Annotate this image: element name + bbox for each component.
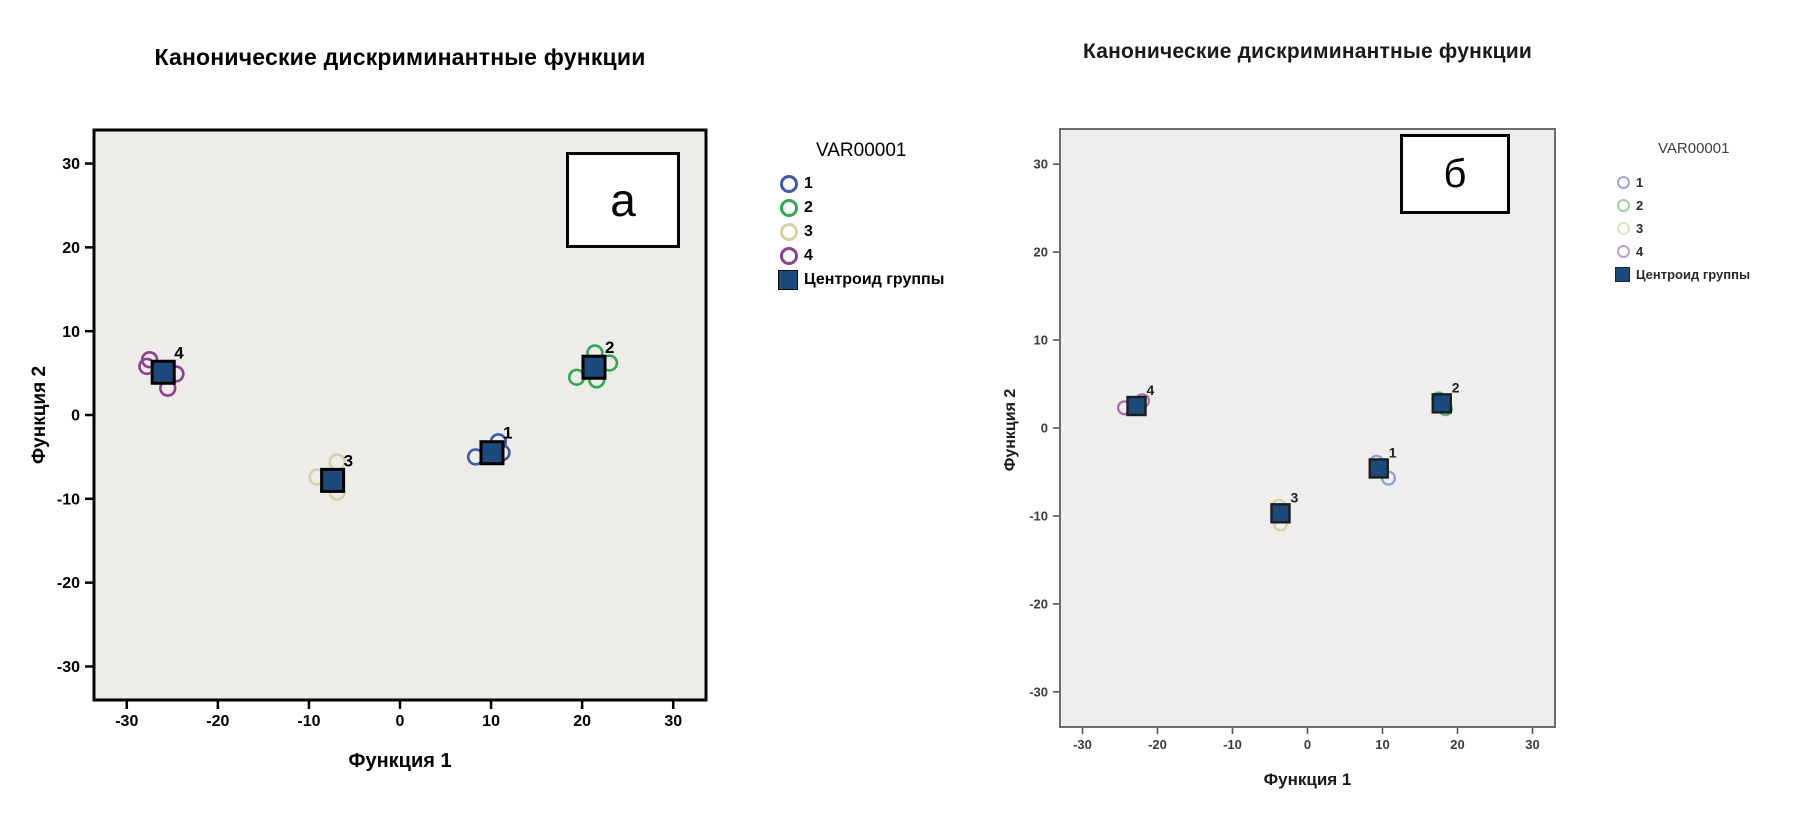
plot-area-b: -30 -20 -10 0 10 20 30 30 20 10 0 -10 -20 -30 1 2 3 4 bbox=[1029, 128, 1556, 752]
legend-item-label: Центроид группы bbox=[1636, 267, 1751, 282]
legend-item: Центроид группы bbox=[1614, 263, 1750, 286]
x-tick-label: 30 bbox=[664, 713, 682, 730]
legend-group-circle-icon bbox=[780, 247, 798, 265]
legend-item: 3 bbox=[778, 220, 944, 244]
centroid-marker-group-4 bbox=[150, 359, 176, 385]
legend-items-a: 1 2 3 4 Центроид группы bbox=[778, 172, 944, 292]
legend-item-label: 1 bbox=[1636, 175, 1644, 190]
legend-centroid-square-icon bbox=[1615, 267, 1630, 282]
panel-label-box-a: а bbox=[566, 152, 680, 248]
cluster-label-3: 3 bbox=[344, 451, 353, 470]
legend-group-circle-icon bbox=[780, 175, 798, 193]
legend-item-label: 3 bbox=[804, 223, 813, 240]
y-tick-label: -10 bbox=[1029, 508, 1048, 523]
cluster-label-4: 4 bbox=[174, 343, 184, 362]
legend-item-label: 2 bbox=[804, 199, 813, 216]
x-tick-label: -30 bbox=[1073, 737, 1092, 752]
cluster-label-4: 4 bbox=[1147, 382, 1155, 398]
legend-item: 4 bbox=[778, 244, 944, 268]
cluster-label-3: 3 bbox=[1291, 489, 1299, 505]
legend-items-b: 1 2 3 4 Центроид группы bbox=[1614, 171, 1750, 286]
panel-label-b: б bbox=[1443, 151, 1467, 196]
chart-title-b: Канонические дискриминантные функции bbox=[1082, 40, 1533, 63]
chart-title-a: Канонические дискриминантные функции bbox=[154, 44, 646, 70]
plot-frame bbox=[1059, 128, 1556, 728]
y-axis-title-a: Функция 2 bbox=[29, 365, 50, 465]
legend-group-circle-icon bbox=[780, 199, 798, 217]
panel-label-a: а bbox=[610, 174, 636, 226]
y-tick-label: -20 bbox=[57, 575, 80, 592]
legend-item: 4 bbox=[1614, 240, 1750, 263]
x-tick-label: 20 bbox=[1450, 737, 1464, 752]
legend-item: 2 bbox=[778, 196, 944, 220]
legend-group-circle-icon bbox=[1617, 199, 1630, 212]
x-tick-label: 0 bbox=[396, 713, 405, 730]
x-tick-label: 20 bbox=[573, 713, 591, 730]
x-tick-label: 30 bbox=[1525, 737, 1539, 752]
y-tick-label: 30 bbox=[62, 156, 80, 173]
centroid-marker-group-3 bbox=[320, 467, 346, 493]
centroid-marker-group-3 bbox=[1270, 503, 1291, 524]
y-tick-label: 0 bbox=[1041, 421, 1048, 436]
x-axis-title-b: Функция 1 bbox=[1263, 770, 1352, 789]
x-tick-label: 10 bbox=[482, 713, 500, 730]
y-tick-label: -30 bbox=[57, 659, 80, 676]
legend-item: 1 bbox=[1614, 171, 1750, 194]
y-tick-label: 10 bbox=[1034, 333, 1048, 348]
centroid-marker-group-4 bbox=[1126, 395, 1147, 417]
legend-item-label: 2 bbox=[1636, 198, 1644, 213]
legend-title-a: VAR00001 bbox=[816, 140, 907, 161]
x-axis-title-a: Функция 1 bbox=[348, 750, 452, 772]
plot-frame bbox=[92, 128, 708, 702]
legend-b: VAR00001 1 2 3 4 Центроид группы bbox=[1614, 140, 1750, 286]
legend-item: Центроид группы bbox=[778, 268, 944, 292]
scatter-plot-b: -30 -20 -10 0 10 20 30 30 20 10 0 -10 -20 -30 1 2 3 4 bbox=[1029, 128, 1556, 752]
x-tick-label: -10 bbox=[297, 713, 320, 730]
centroid-marker-group-2 bbox=[1431, 393, 1452, 414]
cluster-label-1: 1 bbox=[1389, 444, 1397, 460]
cluster-label-2: 2 bbox=[1452, 379, 1460, 395]
panel-label-box-b: б bbox=[1400, 134, 1510, 214]
cluster-label-1: 1 bbox=[503, 424, 512, 443]
legend-item-label: 4 bbox=[1636, 244, 1644, 259]
y-tick-label: 0 bbox=[71, 408, 80, 425]
legend-item-label: 4 bbox=[804, 247, 813, 264]
legend-group-circle-icon bbox=[1617, 245, 1630, 258]
legend-centroid-square-icon bbox=[778, 270, 798, 290]
centroid-marker-group-1 bbox=[479, 440, 505, 466]
legend-item-label: 3 bbox=[1636, 221, 1644, 236]
legend-a: VAR00001 1 2 3 4 Центроид группы bbox=[778, 140, 944, 292]
legend-item: 3 bbox=[1614, 217, 1750, 240]
legend-title-b: VAR00001 bbox=[1658, 140, 1730, 157]
y-axis-title-b: Функция 2 bbox=[1002, 388, 1019, 472]
y-tick-label: 20 bbox=[1034, 245, 1048, 260]
plot-background bbox=[1060, 129, 1555, 727]
centroid-marker-group-1 bbox=[1368, 458, 1389, 479]
centroid-marker-group-2 bbox=[581, 354, 607, 380]
legend-item: 2 bbox=[1614, 194, 1750, 217]
legend-group-circle-icon bbox=[780, 223, 798, 241]
y-tick-label: 30 bbox=[1034, 157, 1048, 172]
x-tick-label: 10 bbox=[1375, 737, 1389, 752]
y-tick-label: 10 bbox=[62, 324, 80, 341]
y-tick-label: 20 bbox=[62, 240, 80, 257]
y-tick-label: -30 bbox=[1029, 684, 1048, 699]
x-tick-label: -20 bbox=[1148, 737, 1167, 752]
legend-item-label: Центроид группы bbox=[804, 271, 945, 288]
x-tick-label: -30 bbox=[115, 713, 138, 730]
y-tick-label: -20 bbox=[1029, 596, 1048, 611]
x-tick-label: -20 bbox=[206, 713, 229, 730]
x-tick-label: -10 bbox=[1223, 737, 1242, 752]
cluster-label-2: 2 bbox=[605, 338, 614, 357]
legend-item: 1 bbox=[778, 172, 944, 196]
legend-group-circle-icon bbox=[1617, 222, 1630, 235]
y-tick-label: -10 bbox=[57, 491, 80, 508]
x-tick-label: 0 bbox=[1304, 737, 1311, 752]
legend-item-label: 1 bbox=[804, 175, 813, 192]
legend-group-circle-icon bbox=[1617, 176, 1630, 189]
